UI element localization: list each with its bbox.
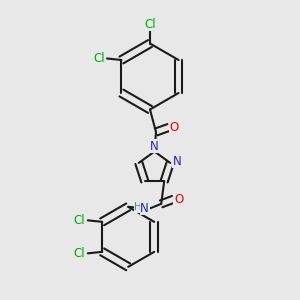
Text: O: O	[169, 121, 178, 134]
Text: Cl: Cl	[74, 247, 85, 260]
Text: N: N	[140, 202, 149, 215]
Text: N: N	[150, 140, 159, 153]
Text: O: O	[174, 193, 183, 206]
Text: H: H	[134, 202, 142, 212]
Text: Cl: Cl	[93, 52, 105, 65]
Text: Cl: Cl	[144, 17, 156, 31]
Text: N: N	[172, 155, 181, 168]
Text: Cl: Cl	[74, 214, 85, 227]
